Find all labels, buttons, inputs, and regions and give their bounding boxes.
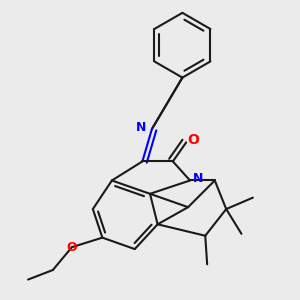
Text: O: O bbox=[187, 133, 199, 147]
Text: O: O bbox=[67, 241, 77, 254]
Text: N: N bbox=[192, 172, 203, 185]
Text: N: N bbox=[136, 122, 146, 134]
